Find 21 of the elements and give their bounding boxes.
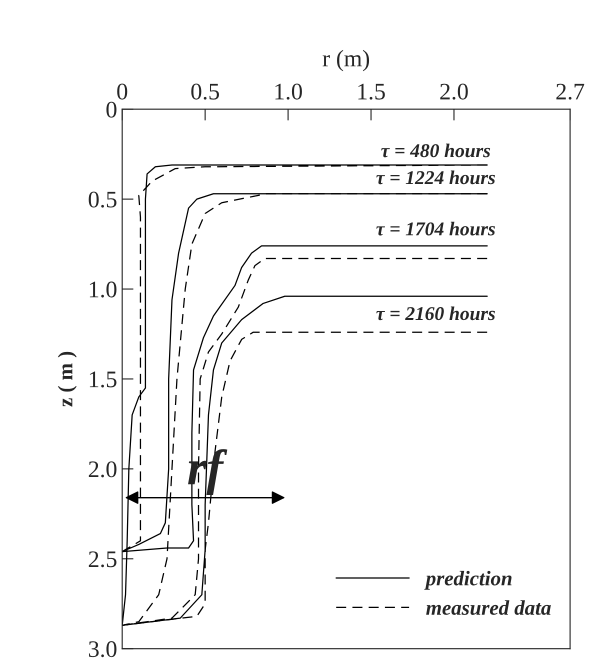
annotation: τ = 2160 hours [376,306,495,320]
x-tick-label: 0 [117,84,128,100]
annotation: τ = 1224 hours [376,170,495,184]
annotation: τ = 480 hours [381,144,490,158]
annotation: τ = 1704 hours [376,222,495,236]
x-tick-label: 2.0 [440,84,468,100]
legend-label: measured data [426,600,551,615]
y-tick-label: 3.0 [88,641,116,658]
y-tick-label: 1.0 [90,282,116,298]
y-tick-label: 1.5 [90,372,116,388]
x-tick-label: 1.5 [358,84,385,100]
y-tick-label: 0.5 [88,192,116,208]
y-axis-title: z ( m ) [58,352,77,407]
x-tick-label: 0.5 [191,84,219,100]
x-axis-title: r (m) [322,50,370,72]
y-tick-label: 2.5 [88,551,116,568]
legend-label: prediction [424,570,512,590]
y-tick-label: 2.0 [88,461,116,478]
x-tick-label: 1.0 [275,84,302,100]
x-tick-label: 2.7 [556,84,584,100]
y-tick-label: 0 [106,102,116,118]
